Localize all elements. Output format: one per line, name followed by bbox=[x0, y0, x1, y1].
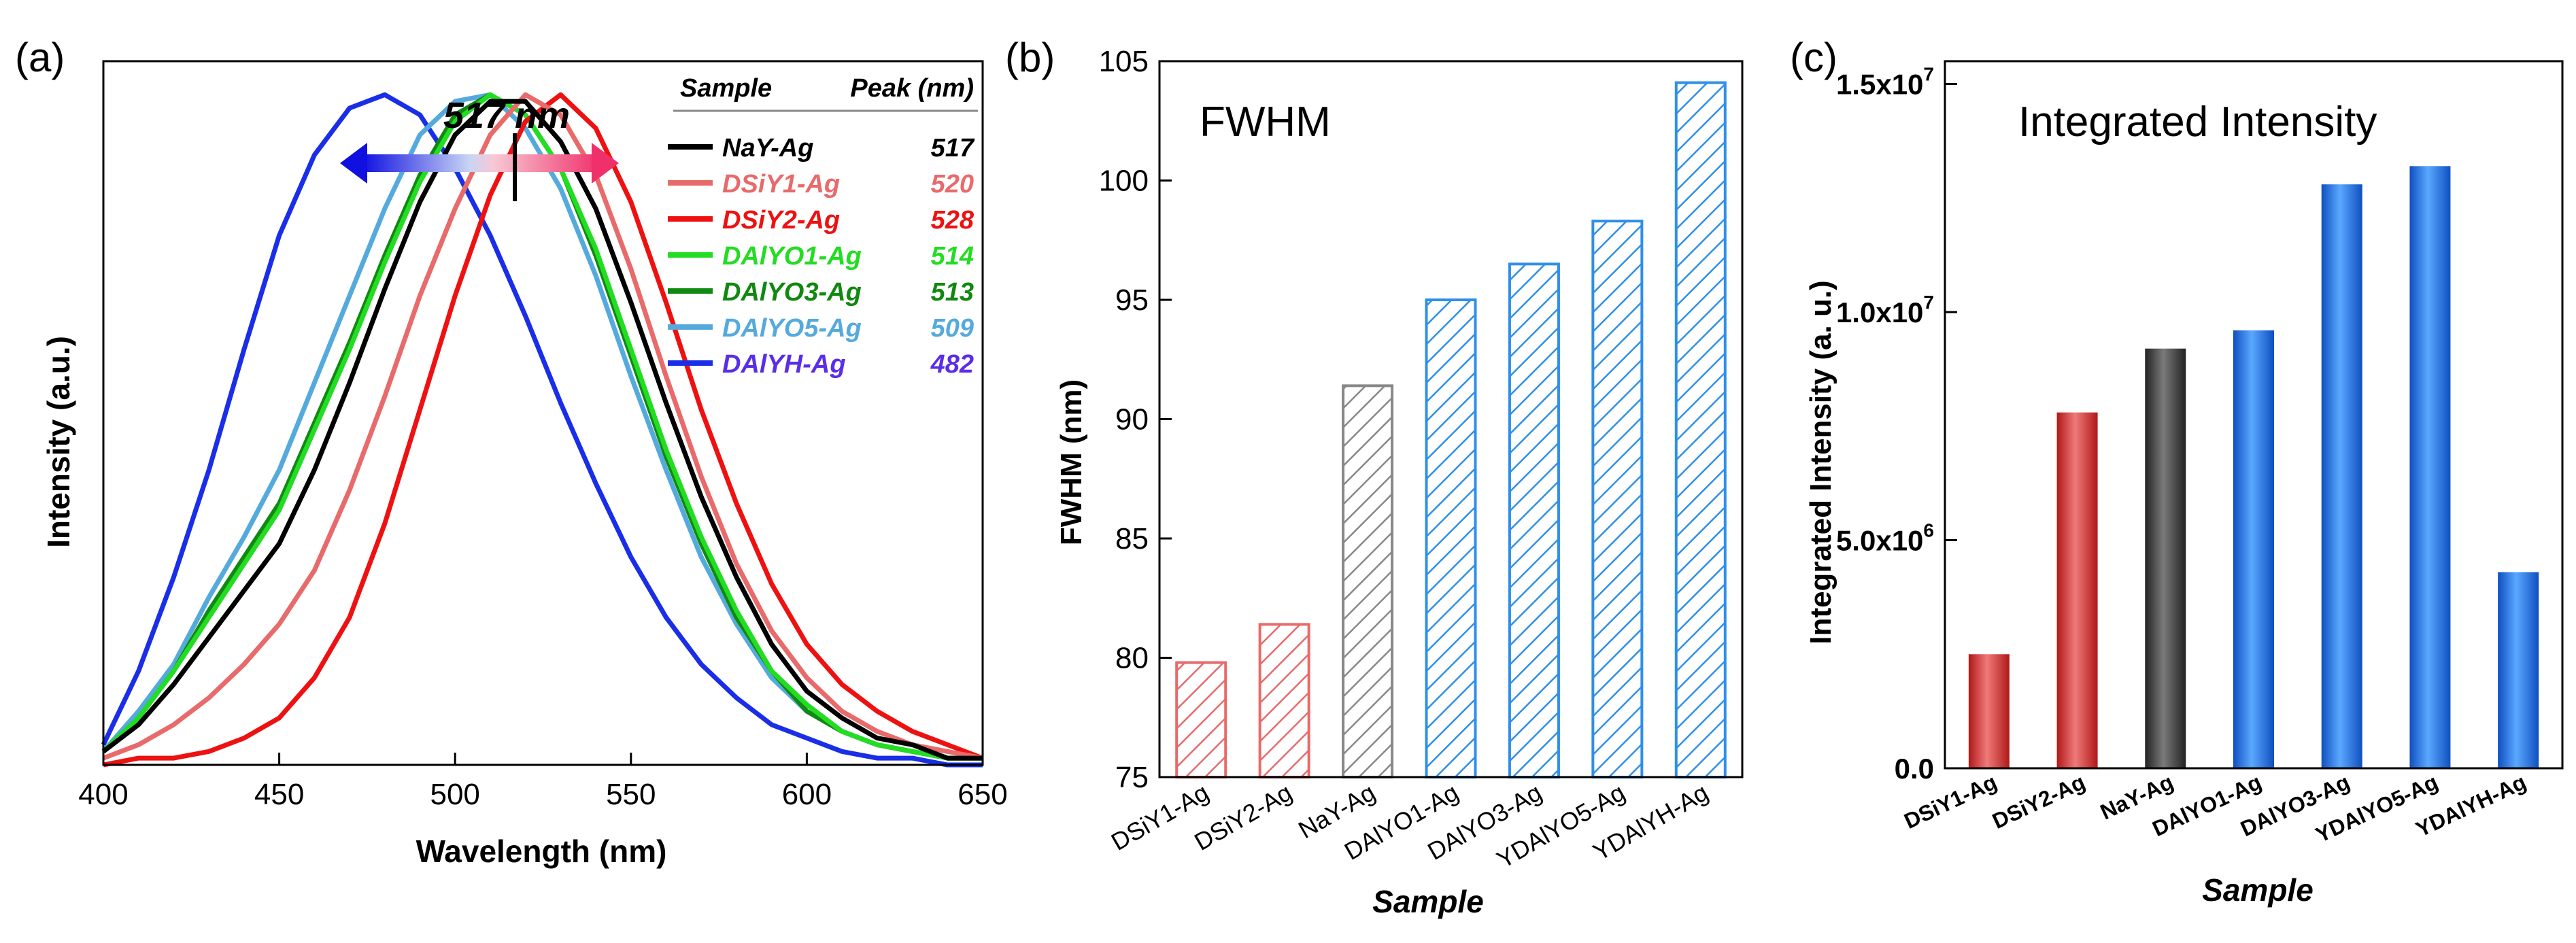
bar-DSiY1-Ag bbox=[1175, 661, 1227, 779]
legend-entry-peak: 482 bbox=[930, 350, 974, 379]
y-tick-label: 95 bbox=[1115, 284, 1149, 317]
panel-a: (a) Intensity (a.u.) Wavelength (nm) 400… bbox=[15, 35, 1008, 869]
bar-DSiY2-Ag bbox=[1258, 623, 1310, 778]
panel-a-x-ticks: 400 450 500 550 600 650 bbox=[78, 753, 1008, 811]
y-tick-label: 75 bbox=[1115, 761, 1149, 794]
series-line-DSiY1-Ag bbox=[102, 92, 983, 761]
panel-b-y-axis-title: FWHM (nm) bbox=[1055, 379, 1088, 545]
panel-c: (c) Integrated Intensity (a. u.) Sample … bbox=[1790, 35, 2564, 908]
y-tick-label: 1.5x107 bbox=[1836, 64, 1934, 101]
bar-DAlYO1-Ag bbox=[1425, 298, 1477, 778]
legend-entry-name: DAlYO5-Ag bbox=[722, 314, 862, 343]
legend-entry-name: DSiY2-Ag bbox=[722, 206, 840, 235]
panel-a-legend: Sample Peak (nm) NaY-Ag 517 DSiY1-Ag 520 DSi… bbox=[668, 74, 978, 379]
y-tick-label: 90 bbox=[1115, 403, 1149, 436]
legend-entry-peak: 509 bbox=[931, 314, 974, 343]
bar-DSiY2-Ag bbox=[2056, 412, 2098, 768]
panel-a-x-axis-title: Wavelength (nm) bbox=[416, 834, 667, 869]
bar-DAlYO3-Ag bbox=[2321, 184, 2362, 769]
legend-entry-peak: 528 bbox=[931, 206, 975, 235]
panel-c-inset-title: Integrated Intensity bbox=[2018, 99, 2377, 145]
x-tick-label: 650 bbox=[957, 778, 1007, 811]
y-tick-label: 0.0 bbox=[1895, 753, 1934, 785]
series-line-DAlYH-Ag bbox=[101, 92, 983, 768]
series-line-DAlYO5-Ag bbox=[101, 92, 983, 761]
panel-b-x-axis-title: Sample bbox=[1372, 884, 1484, 919]
bar-YDAlYO5-Ag bbox=[2409, 166, 2451, 769]
legend-entry-peak: 520 bbox=[931, 170, 974, 199]
bar-YDAlYO5-Ag bbox=[1591, 220, 1644, 779]
legend-entry-peak: 513 bbox=[931, 278, 974, 307]
bar-NaY-Ag bbox=[2145, 348, 2186, 768]
x-tick-label: 550 bbox=[606, 778, 656, 811]
panel-c-y-axis-title: Integrated Intensity (a. u.) bbox=[1804, 280, 1837, 644]
panel-b-label: (b) bbox=[1005, 35, 1055, 80]
y-tick-label: 1.0x107 bbox=[1836, 292, 1934, 328]
panel-c-frame bbox=[1944, 60, 2564, 770]
x-tick-label: 450 bbox=[254, 778, 304, 811]
bar-NaY-Ag bbox=[1342, 384, 1394, 778]
y-tick-label: 80 bbox=[1115, 642, 1149, 675]
x-tick-label: 400 bbox=[78, 778, 128, 811]
x-category-label: DSiY2-Ag bbox=[1988, 770, 2088, 834]
panel-a-y-axis-title: Intensity (a.u.) bbox=[41, 336, 76, 548]
bar-YDAlYH-Ag bbox=[1674, 81, 1727, 778]
legend-entry-peak: 514 bbox=[931, 242, 974, 271]
series-line-NaY-Ag bbox=[101, 99, 983, 761]
x-tick-label: 600 bbox=[782, 778, 832, 811]
bar-DAlYO3-Ag bbox=[1508, 262, 1560, 779]
series-line-DSiY2-Ag bbox=[103, 92, 984, 768]
legend-header-sample: Sample bbox=[680, 74, 772, 103]
panel-b-inset-title: FWHM bbox=[1200, 99, 1331, 145]
series-line-DAlYO1-Ag bbox=[101, 92, 983, 761]
y-tick-label: 100 bbox=[1099, 165, 1149, 198]
panel-b-plot-area: DSiY1-AgDSiY2-AgNaY-AgDAlYO1-AgDAlYO3-Ag… bbox=[1099, 45, 1744, 874]
legend-entry-name: DAlYO1-Ag bbox=[722, 242, 862, 271]
peak-annotation: 517 nm bbox=[443, 95, 570, 136]
panel-a-frame bbox=[102, 60, 984, 766]
panel-a-plot-area bbox=[101, 60, 984, 768]
y-tick-label: 5.0x106 bbox=[1836, 520, 1934, 557]
panel-b: (b) FWHM (nm) Sample FWHM DSiY1-AgDSiY2-… bbox=[1005, 35, 1744, 919]
y-tick-label: 85 bbox=[1115, 522, 1149, 555]
y-tick-label: 105 bbox=[1099, 45, 1149, 78]
bar-YDAlYH-Ag bbox=[2498, 572, 2539, 768]
peak-shift-arrow bbox=[340, 143, 619, 184]
legend-entry-peak: 517 bbox=[931, 134, 975, 162]
bar-DSiY1-Ag bbox=[1968, 654, 2010, 768]
legend-entry-name: DAlYO3-Ag bbox=[722, 278, 862, 307]
x-tick-label: 500 bbox=[430, 778, 479, 811]
panel-c-x-axis-title: Sample bbox=[2202, 872, 2314, 908]
legend-header-peak: Peak (nm) bbox=[850, 74, 974, 103]
bar-DAlYO1-Ag bbox=[2233, 330, 2274, 768]
series-line-DAlYO3-Ag bbox=[101, 92, 983, 761]
legend-entry-name: DSiY1-Ag bbox=[722, 170, 840, 199]
legend-entry-name: NaY-Ag bbox=[722, 134, 813, 162]
panel-a-label: (a) bbox=[15, 35, 65, 80]
panel-c-label: (c) bbox=[1790, 35, 1837, 80]
legend-entry-name: DAlYH-Ag bbox=[722, 350, 846, 379]
